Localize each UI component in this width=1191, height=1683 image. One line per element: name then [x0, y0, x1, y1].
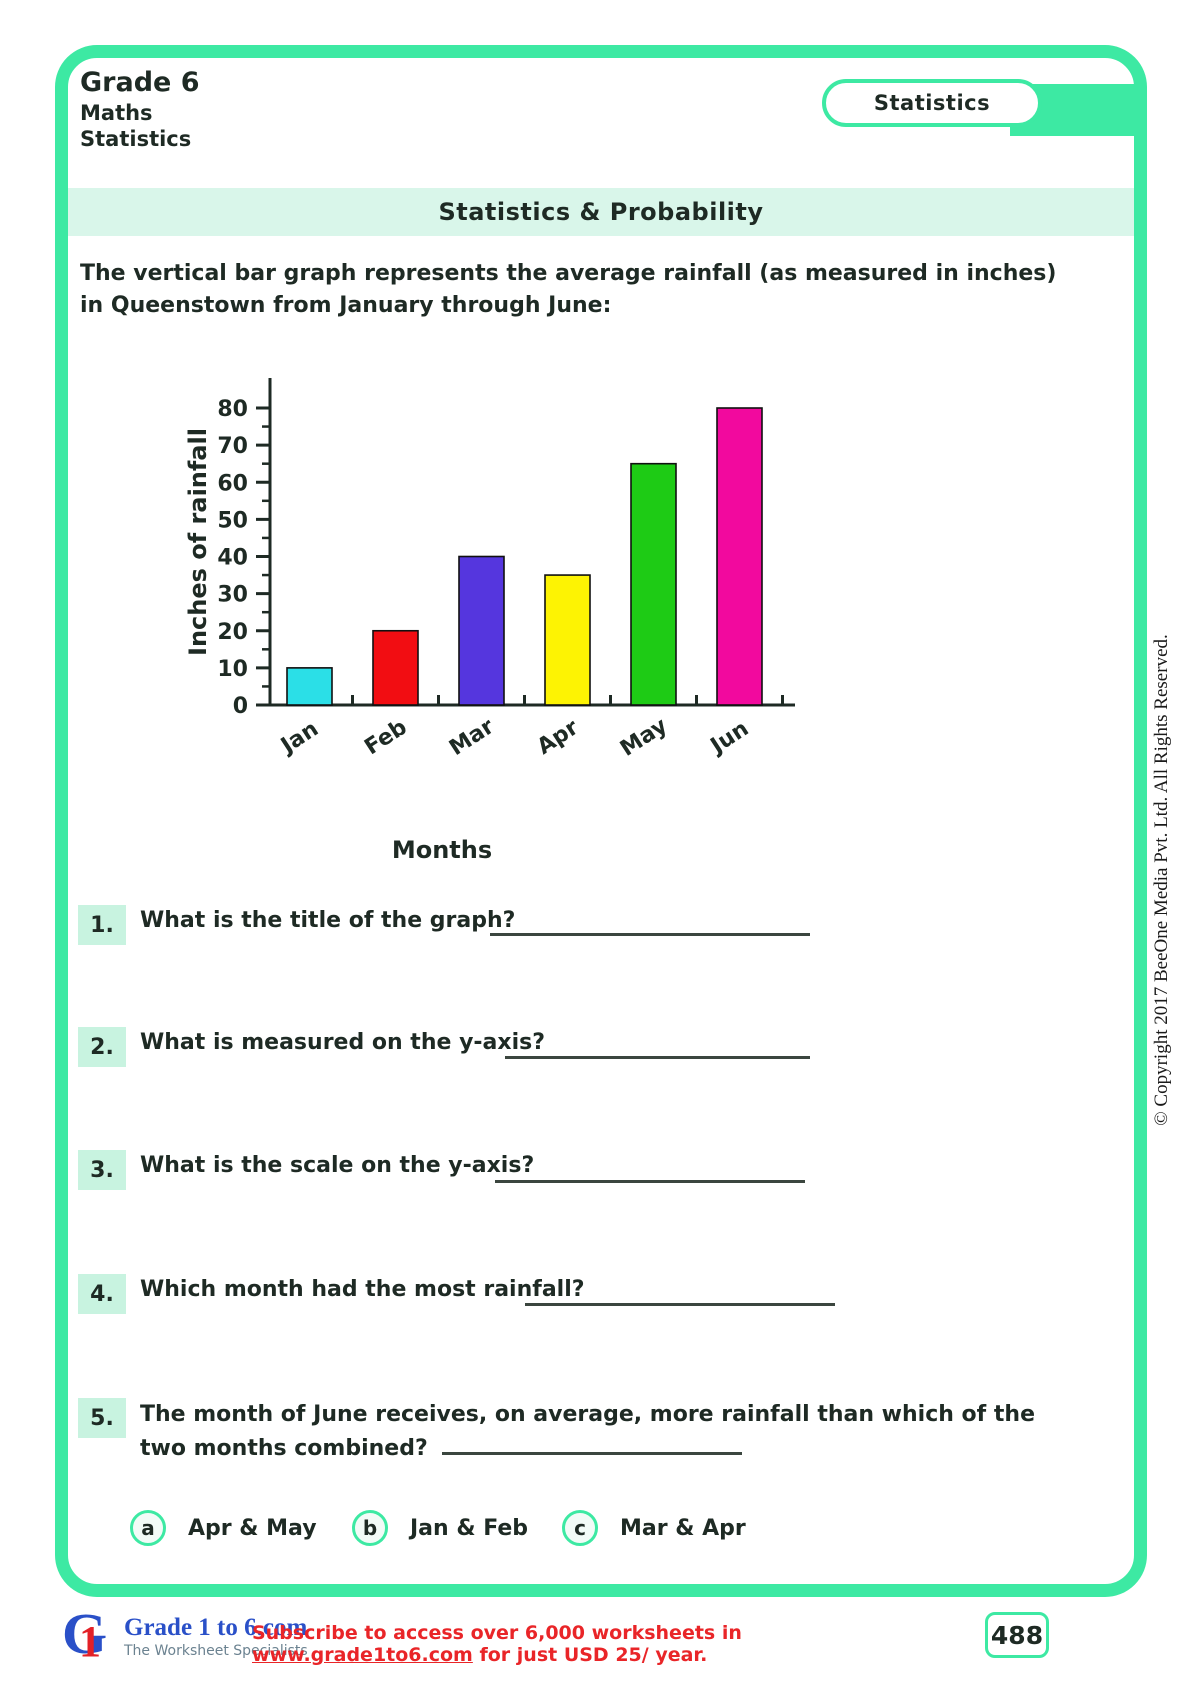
option-b[interactable]: b Jan & Feb: [352, 1510, 528, 1546]
copyright-vertical-text: © Copyright 2017 BeeOne Media Pvt. Ltd. …: [1151, 634, 1172, 1126]
x-tick-label-may: May: [616, 713, 672, 761]
question-3-text: What is the scale on the y-axis?: [140, 1153, 535, 1178]
intro-paragraph: The vertical bar graph represents the av…: [80, 261, 1057, 318]
y-tick-label: 30: [217, 583, 248, 608]
x-axis-title: Months: [392, 836, 492, 864]
x-tick-label-apr: Apr: [533, 715, 583, 760]
y-axis-title: Inches of rainfall: [184, 428, 212, 656]
question-4-answer-blank[interactable]: [525, 1303, 835, 1306]
y-tick-label: 20: [217, 620, 248, 645]
option-a-label: Apr & May: [188, 1515, 317, 1541]
y-tick-label: 80: [217, 397, 248, 422]
question-2-text: What is measured on the y-axis?: [140, 1030, 545, 1055]
footer-logo: G 1 Grade 1 to 6.com The Worksheet Speci…: [62, 1601, 308, 1666]
bar-jan: [286, 667, 333, 706]
question-5-number: 5.: [78, 1398, 126, 1438]
y-tick-label: 10: [217, 657, 248, 682]
x-tick-label-jun: Jun: [705, 716, 753, 760]
bar-apr: [544, 574, 591, 706]
rainfall-bar-chart: 0 10 20 30 40 50 60 70 80 Jan Feb Mar Apr May Jun Inche…: [184, 378, 795, 864]
question-1-answer-blank[interactable]: [490, 933, 810, 936]
y-tick-label: 70: [217, 434, 248, 459]
option-a[interactable]: a Apr & May: [130, 1510, 317, 1546]
question-5-answer-blank[interactable]: [441, 1435, 742, 1456]
option-b-circle[interactable]: b: [352, 1510, 388, 1546]
bar-may: [630, 462, 677, 706]
option-b-label: Jan & Feb: [410, 1515, 529, 1541]
x-tick-label-jan: Jan: [275, 717, 323, 760]
topic-tab-label: Statistics: [873, 91, 991, 115]
bar-jun: [716, 407, 763, 706]
question-4-text: Which month had the most rainfall?: [140, 1277, 585, 1302]
grade1to6-logo-icon: G 1: [62, 1601, 108, 1666]
question-1-text: What is the title of the graph?: [140, 908, 516, 933]
x-tick-label-feb: Feb: [360, 715, 411, 760]
subject-title: Maths: [80, 100, 153, 125]
topic-tab: Statistics: [822, 79, 1042, 127]
question-3-answer-blank[interactable]: [495, 1180, 805, 1183]
question-5-text: The month of June receives, on average, …: [140, 1398, 1060, 1466]
worksheet-border-card: [55, 45, 1147, 1597]
question-3-number: 3.: [78, 1150, 126, 1190]
option-c-circle[interactable]: c: [562, 1510, 598, 1546]
option-c-label: Mar & Apr: [620, 1515, 746, 1541]
question-2-number: 2.: [78, 1027, 126, 1067]
grade-title: Grade 6: [80, 67, 200, 98]
subscribe-line: Subscribe to access over 6,000 worksheet…: [252, 1622, 932, 1666]
y-tick-label: 40: [217, 546, 248, 571]
subscribe-prefix: Subscribe to access over 6,000 worksheet…: [252, 1622, 742, 1644]
subscribe-link[interactable]: www.grade1to6.com: [252, 1644, 473, 1666]
x-tick-label-mar: Mar: [445, 714, 499, 761]
footer-logo-subtitle: The Worksheet Specialists: [124, 1642, 308, 1659]
bar-feb: [372, 629, 419, 706]
bar-mar: [458, 555, 505, 706]
banner-title: Statistics & Probability: [438, 198, 764, 226]
option-a-circle[interactable]: a: [130, 1510, 166, 1546]
subscribe-suffix: for just USD 25/ year.: [472, 1644, 708, 1666]
y-tick-label: 50: [217, 508, 248, 533]
page-number-badge: 488: [985, 1612, 1049, 1658]
option-c[interactable]: c Mar & Apr: [562, 1510, 746, 1546]
question-1-number: 1.: [78, 905, 126, 945]
question-2-answer-blank[interactable]: [505, 1056, 810, 1059]
y-tick-label: 60: [217, 471, 248, 496]
question-5-sentence: The month of June receives, on average, …: [140, 1402, 1035, 1462]
y-tick-label: 0: [233, 694, 248, 719]
worksheet-header: Grade 6 Maths Statistics: [80, 66, 200, 152]
banner-strip: Statistics & Probability: [68, 188, 1134, 236]
topic-title: Statistics: [80, 127, 192, 151]
footer-logo-title: Grade 1 to 6.com: [124, 1613, 308, 1641]
question-4-number: 4.: [78, 1274, 126, 1314]
